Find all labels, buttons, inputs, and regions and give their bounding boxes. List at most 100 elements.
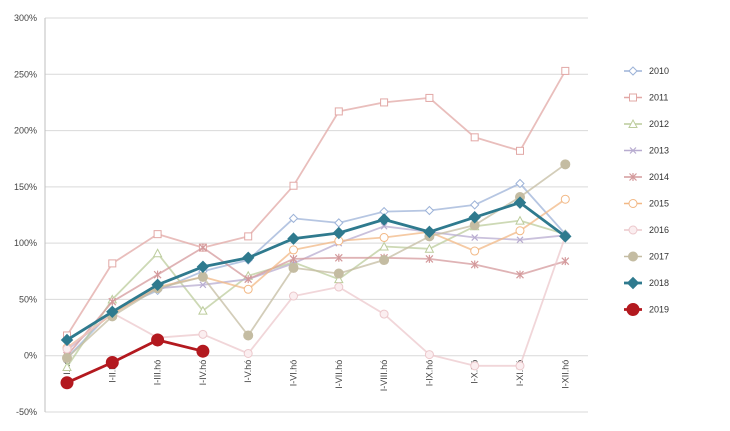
data-point (289, 254, 298, 263)
legend-label: 2017 (649, 252, 669, 262)
data-point (516, 236, 524, 244)
data-point (334, 107, 343, 116)
y-tick-label: 200% (14, 126, 37, 136)
legend-label: 2013 (649, 146, 669, 156)
data-point (424, 350, 434, 360)
data-point (332, 226, 346, 240)
data-point (470, 246, 480, 256)
legend-label: 2010 (649, 66, 669, 76)
x-tick-label: I-II.hó (107, 360, 117, 383)
data-point (559, 230, 572, 243)
data-point (377, 213, 391, 226)
data-point (289, 181, 298, 190)
data-point (241, 251, 255, 264)
y-tick-label: -50% (16, 407, 37, 417)
data-point (561, 66, 570, 75)
data-point (153, 230, 162, 239)
data-point (197, 271, 208, 282)
legend-marker (628, 199, 638, 208)
x-tick-label: I-VIII.hó (379, 360, 389, 392)
series-line-2016 (66, 236, 567, 367)
y-tick-label: 0% (24, 351, 37, 361)
data-point (379, 233, 389, 243)
legend-label: 2016 (649, 225, 669, 235)
data-point (424, 205, 435, 216)
y-tick-label: 100% (14, 238, 37, 248)
series-line-2017 (66, 163, 566, 359)
legend-item-2014: 2014 (624, 172, 669, 182)
series-2018 (60, 196, 572, 347)
y-tick-label: 150% (14, 182, 37, 192)
legend-marker (626, 303, 640, 316)
data-point (470, 133, 479, 142)
data-point (198, 329, 208, 339)
data-point (151, 278, 164, 292)
data-point (289, 291, 298, 301)
data-point (62, 361, 72, 371)
series-line-2014 (66, 246, 566, 357)
data-point (380, 222, 388, 230)
data-point (288, 262, 299, 273)
series-2016 (62, 231, 570, 371)
data-point (243, 348, 253, 358)
data-point (288, 213, 299, 224)
legend-item-2011: 2011 (624, 93, 668, 103)
data-point (60, 333, 74, 347)
legend-label: 2012 (649, 119, 669, 129)
data-point (199, 281, 207, 289)
legend-marker (628, 118, 638, 128)
data-point (468, 211, 481, 224)
data-point (560, 194, 570, 204)
legend-label: 2011 (649, 93, 668, 103)
data-point (560, 159, 571, 170)
series-line-2019 (66, 338, 204, 384)
legend-item-2018: 2018 (624, 276, 669, 290)
x-tick-label: I-V.hó (243, 360, 253, 383)
x-tick-label: I-VII.hó (334, 360, 344, 389)
data-point (243, 284, 253, 294)
legend-label: 2014 (649, 172, 669, 182)
data-point (513, 196, 527, 209)
data-point (425, 254, 434, 263)
data-point (379, 255, 390, 266)
x-tick-label: I-X.hó (470, 360, 480, 384)
gridlines (45, 17, 588, 413)
x-tick-label: I-III.hó (153, 360, 163, 386)
legend-label: 2015 (649, 199, 669, 209)
data-point (244, 232, 253, 241)
series-2012 (62, 215, 571, 371)
data-point (105, 355, 119, 369)
legend-marker (628, 66, 638, 76)
series-line-2018 (66, 201, 567, 342)
data-point (334, 282, 344, 292)
data-point (244, 275, 253, 284)
legend-item-2013: 2013 (624, 146, 669, 156)
legend-item-2010: 2010 (624, 66, 669, 76)
x-tick-label: I-XII.hó (560, 360, 570, 389)
data-point (62, 352, 72, 363)
legend-item-2012: 2012 (624, 118, 669, 129)
data-point (515, 215, 525, 225)
legend-marker (629, 147, 637, 154)
data-point (151, 333, 165, 347)
legend-marker (628, 225, 638, 235)
data-point (196, 344, 210, 358)
x-tick-label: I-IV.hó (198, 360, 208, 386)
series-2019 (60, 333, 210, 390)
x-tick-label: I-VI.hó (289, 360, 299, 387)
data-point (379, 241, 389, 251)
legend-label: 2018 (649, 278, 669, 288)
data-point (515, 226, 525, 236)
data-point (515, 178, 525, 189)
data-point (424, 243, 435, 253)
data-point (515, 361, 525, 371)
data-point (289, 245, 298, 255)
data-point (198, 305, 208, 315)
legend-item-2016: 2016 (624, 225, 669, 235)
data-point (516, 146, 524, 155)
data-point (470, 260, 479, 269)
data-point (423, 225, 436, 239)
legend-label: 2019 (649, 305, 669, 315)
series-2017 (62, 159, 571, 363)
